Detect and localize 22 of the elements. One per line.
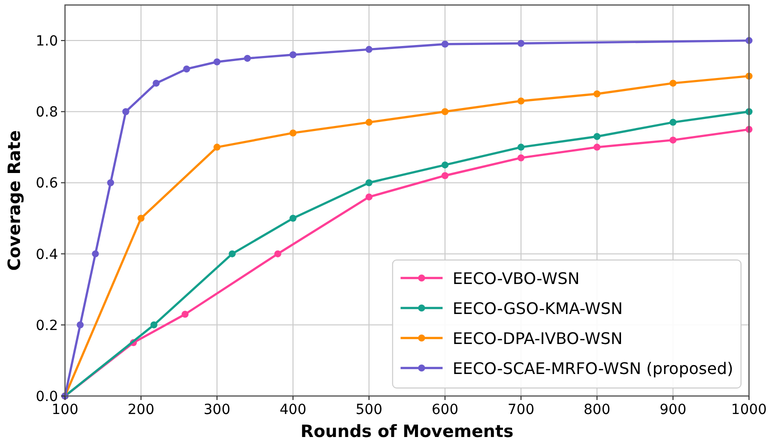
x-tick-label: 500 bbox=[356, 402, 382, 418]
y-tick-label: 0.2 bbox=[36, 318, 58, 334]
y-axis-title: Coverage Rate bbox=[5, 130, 25, 271]
legend-label: EECO-SCAE-MRFO-WSN (proposed) bbox=[452, 359, 734, 378]
x-tick-label: 200 bbox=[128, 402, 154, 418]
x-tick-label: 900 bbox=[660, 402, 686, 418]
x-tick-label: 800 bbox=[584, 402, 610, 418]
y-tick-label: 0.8 bbox=[36, 104, 58, 121]
y-tick-label: 0.0 bbox=[36, 389, 58, 405]
legend-label: EECO-VBO-WSN bbox=[452, 269, 580, 288]
x-tick-label: 300 bbox=[204, 402, 230, 418]
y-tick-label: 1.0 bbox=[36, 34, 58, 50]
y-tick-label: 0.4 bbox=[36, 246, 58, 263]
y-tick-label: 0.6 bbox=[36, 176, 58, 192]
x-axis-title: Rounds of Movements bbox=[300, 422, 514, 442]
x-tick-label: 400 bbox=[280, 402, 306, 418]
legend-label: EECO-GSO-KMA-WSN bbox=[452, 299, 623, 318]
x-tick-label: 700 bbox=[508, 402, 534, 418]
x-tick-label: 600 bbox=[432, 402, 458, 418]
x-tick-label: 1000 bbox=[731, 402, 767, 418]
legend-label: EECO-DPA-IVBO-WSN bbox=[452, 329, 623, 348]
x-tick-label: 100 bbox=[52, 402, 78, 418]
